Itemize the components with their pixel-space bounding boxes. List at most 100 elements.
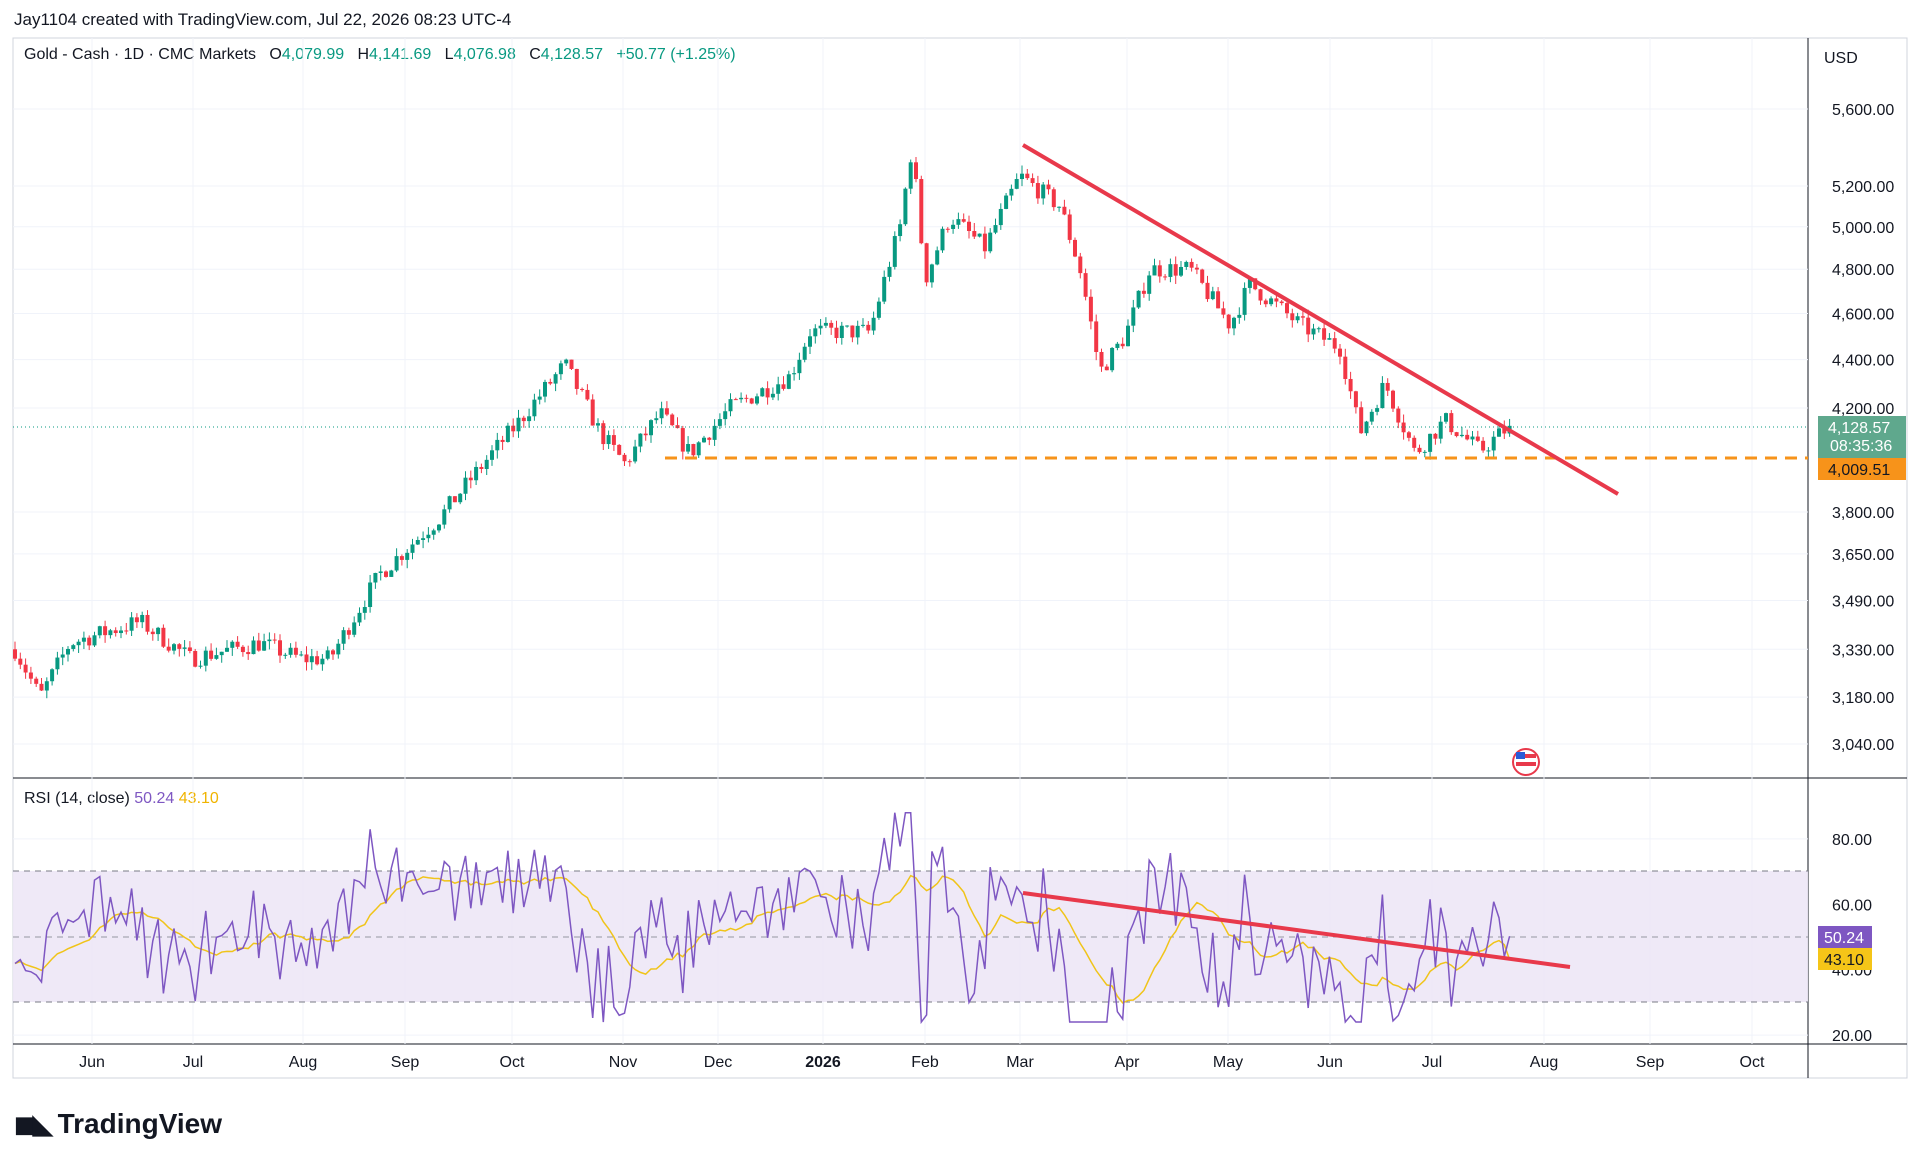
candle-body <box>691 444 696 456</box>
candle-body <box>1247 278 1252 288</box>
candle-body <box>384 571 388 577</box>
time-tick-label: Oct <box>1740 1054 1765 1071</box>
rsi-tick-label: 80.00 <box>1832 832 1872 849</box>
candle-body <box>1391 390 1395 409</box>
change-value: +50.77 (+1.25%) <box>616 46 736 63</box>
price-tick-label: 5,600.00 <box>1832 102 1894 119</box>
candle-body <box>484 459 489 470</box>
candle-body <box>659 408 664 419</box>
candle-body <box>50 669 55 682</box>
candle-body <box>187 647 192 651</box>
rsi-lines <box>14 811 1511 1025</box>
price-trendline[interactable] <box>1021 143 1620 496</box>
rsi-legend-value: 50.24 <box>134 790 175 807</box>
candle-body <box>442 509 447 525</box>
candle-body <box>686 444 691 452</box>
candle-body <box>108 630 113 636</box>
rsi-ma-line <box>14 874 1511 1004</box>
candle-body <box>299 654 304 656</box>
price-axis: 3,040.00 3,180.00 3,330.00 3,490.00 3,650.00… <box>1832 102 1894 754</box>
candles <box>13 156 1512 699</box>
time-tick-label: Oct <box>500 1054 525 1071</box>
candle-body <box>87 637 92 646</box>
candle-body <box>1322 328 1327 340</box>
candle-body <box>1459 434 1464 437</box>
candle-body <box>55 657 60 670</box>
candle-body <box>1285 303 1289 314</box>
candle-body <box>585 389 590 400</box>
candle-body <box>887 266 892 277</box>
candle-body <box>1110 347 1115 371</box>
candle-body <box>876 301 881 318</box>
candle-body <box>431 530 436 535</box>
candle-body <box>1290 313 1295 321</box>
candle-body <box>1126 325 1130 347</box>
candle-body <box>1152 265 1157 276</box>
candle-body <box>1253 278 1258 290</box>
candle-body <box>1470 436 1475 440</box>
candle-body <box>813 328 818 337</box>
tradingview-logo[interactable]: ◼◣ TradingView <box>14 1108 222 1140</box>
candle-body <box>293 647 298 655</box>
candle-body <box>447 496 452 510</box>
close-label: C <box>529 46 541 63</box>
symbol-name[interactable]: Gold - Cash · 1D · CMC Markets <box>24 46 257 63</box>
candle-body <box>1046 184 1051 190</box>
chart-frame <box>12 37 1908 1079</box>
candle-body <box>988 232 993 252</box>
candle-body <box>172 644 176 651</box>
currency-label[interactable]: USD <box>1824 50 1858 67</box>
us-flag-icon[interactable] <box>1512 748 1540 776</box>
candle-body <box>463 477 468 494</box>
open-value: 4,079.99 <box>281 46 345 63</box>
candle-body <box>1348 378 1353 392</box>
candle-body <box>850 325 855 338</box>
candle-body <box>1014 179 1019 189</box>
candle-body <box>611 435 616 445</box>
candle-body <box>193 650 198 667</box>
candle-body <box>1216 291 1221 309</box>
candle-body <box>368 582 373 608</box>
low-label: L <box>444 46 454 63</box>
candle-body <box>1353 391 1358 408</box>
candle-body <box>521 417 526 422</box>
rsi-legend-label[interactable]: RSI (14, close) <box>24 790 130 807</box>
candle-body <box>1051 189 1056 208</box>
candle-body <box>1163 276 1168 278</box>
close-value: 4,128.57 <box>540 46 604 63</box>
candle-body <box>558 363 563 375</box>
rsi-trendline[interactable] <box>1022 891 1571 969</box>
candle-body <box>1009 188 1014 196</box>
candle-body <box>670 414 675 426</box>
candle-body <box>649 420 653 436</box>
price-tick-label: 5,000.00 <box>1832 220 1894 237</box>
candle-body <box>940 228 945 251</box>
candle-body <box>71 645 76 649</box>
candle-body <box>760 388 765 397</box>
candle-body <box>1279 301 1284 304</box>
time-tick-label: Jun <box>1317 1054 1343 1071</box>
candle-body <box>728 399 733 412</box>
candle-body <box>654 418 659 421</box>
candle-body <box>892 236 897 267</box>
candle-body <box>1486 450 1491 452</box>
candle-body <box>1041 184 1046 199</box>
rsi-value-tag <box>1818 926 1872 948</box>
candle-body <box>961 219 966 222</box>
candle-body <box>548 381 553 384</box>
candle-body <box>97 626 102 636</box>
candle-body <box>81 637 86 642</box>
candle-body <box>1433 433 1438 439</box>
support-price-tag <box>1818 458 1906 480</box>
candle-body <box>527 416 532 422</box>
candle-body <box>643 433 648 436</box>
candle-body <box>1173 264 1178 276</box>
candle-body <box>357 612 362 623</box>
candle-body <box>998 208 1003 226</box>
candle-body <box>664 408 669 415</box>
candle-body <box>452 496 457 503</box>
candle-body <box>309 656 314 663</box>
candle-body <box>134 617 139 623</box>
candle-body <box>717 419 722 426</box>
